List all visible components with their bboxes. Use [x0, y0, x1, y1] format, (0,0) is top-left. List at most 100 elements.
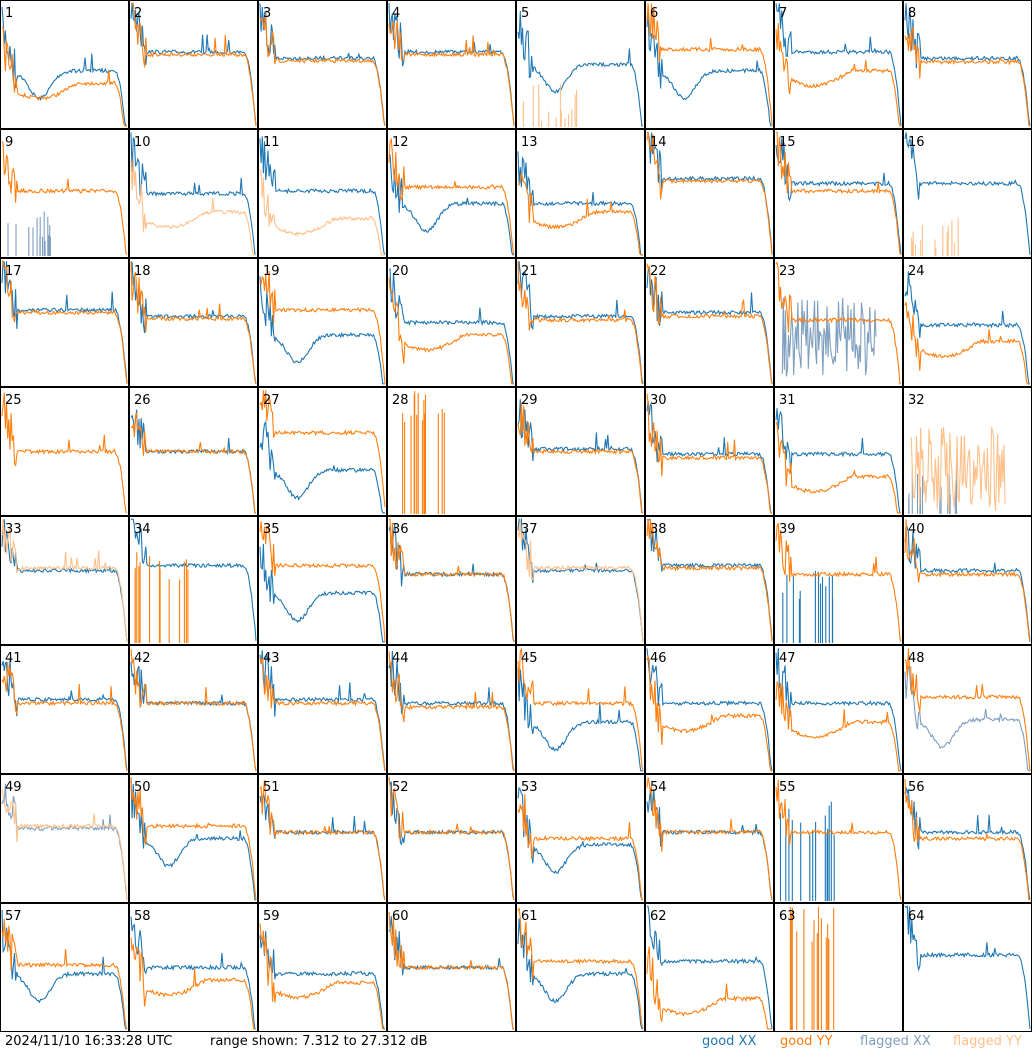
panel-frame: [774, 645, 903, 774]
trace-yy-25: [1, 392, 128, 514]
trace-yy-53: [517, 794, 643, 901]
panel-12: 12: [387, 129, 516, 258]
panel-frame: [387, 645, 516, 774]
trace-xx-1: [1, 6, 127, 127]
panel-label: 9: [5, 135, 13, 150]
panel-frame: [129, 645, 258, 774]
trace-xx-46: [646, 648, 773, 771]
panel-label: 44: [392, 651, 409, 666]
trace-xx-31: [775, 408, 901, 514]
panel-25: 25: [0, 387, 129, 516]
trace-yy-12: [388, 137, 515, 255]
panel-31: 31: [774, 387, 903, 516]
trace-yy-52: [388, 777, 515, 900]
panel-frame: [387, 0, 516, 129]
panel-54: 54: [645, 774, 774, 903]
panel-19: 19: [258, 258, 387, 387]
panel-30: 30: [645, 387, 774, 516]
trace-yy-26: [130, 411, 257, 514]
panel-label: 62: [650, 909, 667, 924]
trace-yy-43: [259, 657, 386, 771]
panel-9: 9: [0, 129, 129, 258]
panel-label: 38: [650, 522, 667, 537]
trace-xx-5: [517, 10, 643, 127]
panel-label: 10: [134, 135, 151, 150]
panel-63: 63: [774, 903, 903, 1032]
trace-xx-34: [131, 518, 257, 641]
panel-60: 60: [387, 903, 516, 1032]
panel-label: 53: [521, 780, 538, 795]
panel-frame: [645, 774, 774, 903]
panel-frame: [516, 645, 645, 774]
trace-yy-59: [259, 923, 385, 1030]
trace-yy-46: [646, 654, 772, 772]
trace-yy-19: [259, 270, 386, 384]
trace-yy-3: [259, 13, 386, 126]
panel-43: 43: [258, 645, 387, 774]
panel-label: 39: [779, 522, 796, 537]
panel-label: 64: [908, 909, 925, 924]
trace-yy-1: [1, 26, 127, 127]
trace-xx-62: [647, 905, 773, 1029]
trace-yy-62: [646, 946, 772, 1030]
panel-24: 24: [903, 258, 1032, 387]
panel-20: 20: [387, 258, 516, 387]
trace-yy-29: [517, 402, 643, 514]
trace-xx-39: [782, 570, 834, 643]
panel-label: 41: [5, 651, 22, 666]
panel-11: 11: [258, 129, 387, 258]
trace-xx-38: [646, 518, 773, 640]
trace-xx-7: [775, 3, 902, 126]
trace-xx-10: [130, 132, 257, 256]
trace-xx-6: [646, 9, 772, 127]
trace-xx-27: [259, 420, 385, 514]
trace-yy-54: [646, 777, 773, 900]
panel-14: 14: [645, 129, 774, 258]
panel-52: 52: [387, 774, 516, 903]
panel-frame: [516, 516, 645, 645]
panel-label: 42: [134, 651, 151, 666]
trace-xx-48: [904, 665, 1030, 772]
panel-41: 41: [0, 645, 129, 774]
panel-frame: [387, 516, 516, 645]
panel-frame: [0, 645, 129, 774]
panel-23: 23: [774, 258, 903, 387]
trace-xx-57: [1, 909, 127, 1030]
panel-frame: [903, 645, 1032, 774]
trace-yy-41: [1, 662, 128, 771]
trace-yy-39: [775, 522, 902, 642]
trace-yy-10: [130, 158, 256, 256]
panel-51: 51: [258, 774, 387, 903]
trace-yy-45: [517, 647, 644, 771]
panel-label: 35: [263, 522, 280, 537]
panel-label: 21: [521, 264, 538, 279]
panel-label: 22: [650, 264, 667, 279]
panel-61: 61: [516, 903, 645, 1032]
panel-49: 49: [0, 774, 129, 903]
panel-label: 7: [779, 6, 787, 21]
trace-xx-19: [259, 276, 385, 385]
panel-2: 2: [129, 0, 258, 129]
panel-21: 21: [516, 258, 645, 387]
panel-3: 3: [258, 0, 387, 129]
panel-frame: [258, 774, 387, 903]
panel-4: 4: [387, 0, 516, 129]
panel-36: 36: [387, 516, 516, 645]
panel-label: 58: [134, 909, 151, 924]
trace-yy-57: [1, 918, 128, 1030]
panel-59: 59: [258, 903, 387, 1032]
trace-yy-7: [775, 23, 901, 127]
panel-13: 13: [516, 129, 645, 258]
panel-label: 52: [392, 780, 409, 795]
trace-xx-2: [130, 3, 257, 126]
panel-label: 18: [134, 264, 151, 279]
panel-label: 16: [908, 135, 925, 150]
panel-frame: [0, 258, 129, 387]
panel-label: 11: [263, 135, 280, 150]
panel-frame: [645, 516, 774, 645]
trace-yy-11: [259, 168, 385, 256]
trace-xx-17: [1, 260, 128, 384]
panel-label: 45: [521, 651, 538, 666]
trace-yy-27: [259, 390, 386, 508]
trace-xx-56: [904, 787, 1031, 900]
